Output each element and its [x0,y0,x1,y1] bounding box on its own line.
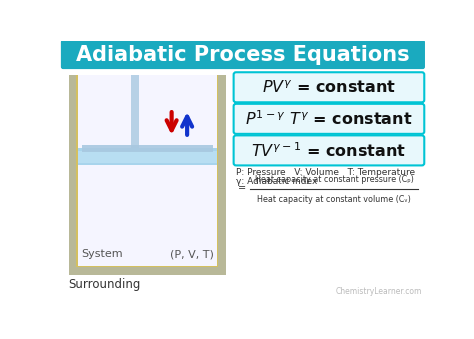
Text: $P^{1-\gamma}$ $T^{\gamma}$ = constant: $P^{1-\gamma}$ $T^{\gamma}$ = constant [245,109,413,128]
Text: Adiabatic Process Equations: Adiabatic Process Equations [76,44,410,64]
Text: =: = [237,183,246,194]
Text: (P, V, T): (P, V, T) [170,250,213,259]
Text: ChemistryLearner.com: ChemistryLearner.com [336,286,422,296]
Bar [78,148,217,165]
Text: Surrounding: Surrounding [69,278,141,291]
Text: P: Pressure   V: Volume   T: Temperature: P: Pressure V: Volume T: Temperature [236,168,415,177]
Bar [76,265,218,267]
Text: $TV^{\gamma-1}$ = constant: $TV^{\gamma-1}$ = constant [252,141,406,160]
Bar [217,75,226,275]
Text: Heat capacity at constant pressure (Cₚ): Heat capacity at constant pressure (Cₚ) [255,175,413,184]
FancyBboxPatch shape [234,72,424,102]
Bar [217,75,218,265]
Bar [82,145,213,152]
Text: $PV^{\gamma}$ = constant: $PV^{\gamma}$ = constant [262,79,396,96]
Bar [78,75,217,265]
Bar [69,265,226,275]
FancyBboxPatch shape [234,135,424,165]
Bar [76,75,78,265]
FancyBboxPatch shape [234,104,424,134]
Bar [78,151,217,163]
Bar [131,75,139,148]
Text: Heat capacity at constant volume (Cᵥ): Heat capacity at constant volume (Cᵥ) [257,195,411,204]
Bar [69,75,78,275]
Text: System: System [81,250,123,259]
FancyBboxPatch shape [62,41,424,68]
Text: γ: Adiabatic index: γ: Adiabatic index [236,177,317,186]
